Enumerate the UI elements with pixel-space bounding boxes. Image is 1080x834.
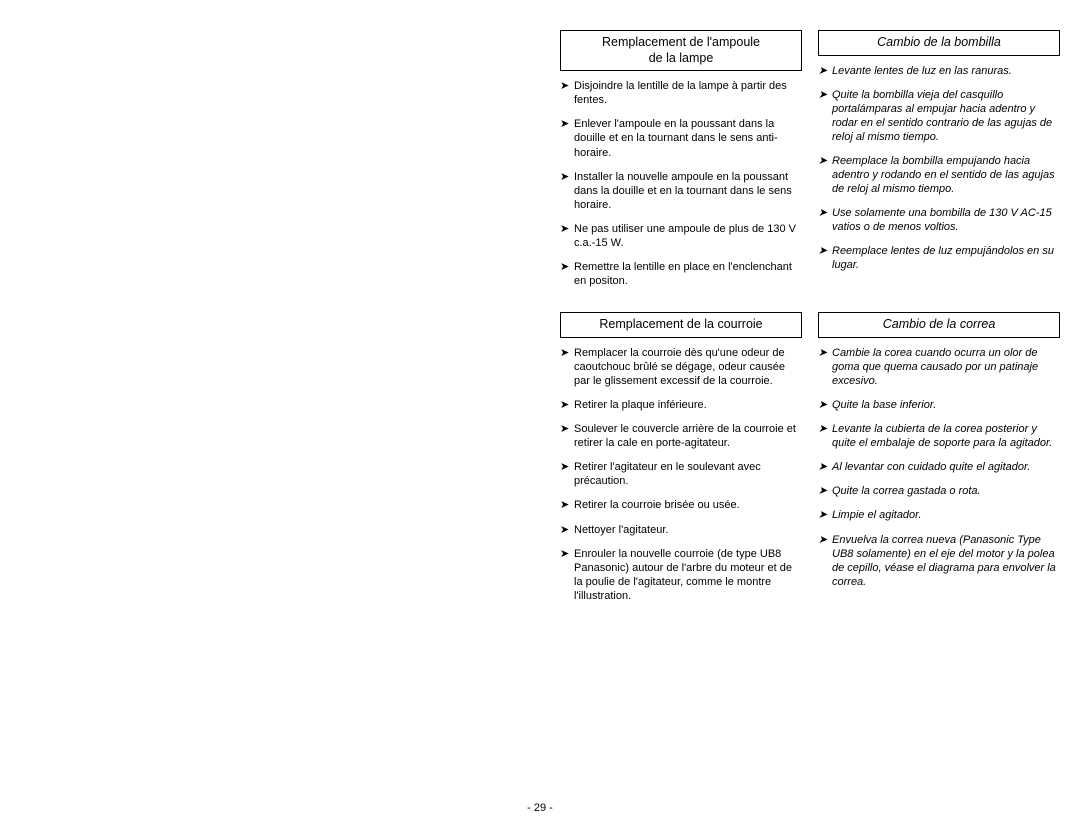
- bullet-arrow-icon: ➤: [818, 484, 832, 498]
- page-number: - 29 -: [0, 802, 1080, 814]
- list-item-text: Nettoyer l'agitateur.: [574, 523, 802, 537]
- bullet-arrow-icon: ➤: [560, 346, 574, 388]
- list-item: ➤Levante lentes de luz en las ranuras.: [818, 64, 1060, 78]
- bullet-arrow-icon: ➤: [818, 346, 832, 388]
- left-column: Remplacement de la courroie➤Remplacer la…: [560, 312, 802, 613]
- bullet-arrow-icon: ➤: [560, 523, 574, 537]
- list-item-text: Reemplace lentes de luz empujándolos en …: [832, 244, 1060, 272]
- list-item-text: Retirer l'agitateur en le soulevant avec…: [574, 460, 802, 488]
- list-item-text: Quite la bombilla vieja del casquillo po…: [832, 88, 1060, 144]
- list-item-text: Retirer la courroie brisée ou usée.: [574, 498, 802, 512]
- bullet-arrow-icon: ➤: [818, 154, 832, 196]
- bullet-arrow-icon: ➤: [818, 64, 832, 78]
- list-item: ➤Reemplace lentes de luz empujándolos en…: [818, 244, 1060, 272]
- section-header: Remplacement de l'ampoulede la lampe: [560, 30, 802, 71]
- list-item-text: Installer la nouvelle ampoule en la pous…: [574, 170, 802, 212]
- section-row: Remplacement de la courroie➤Remplacer la…: [560, 312, 1060, 613]
- list-item: ➤Enlever l'ampoule en la poussant dans l…: [560, 117, 802, 159]
- bullet-arrow-icon: ➤: [560, 398, 574, 412]
- list-item: ➤Retirer la courroie brisée ou usée.: [560, 498, 802, 512]
- list-item: ➤Quite la bombilla vieja del casquillo p…: [818, 88, 1060, 144]
- list-item-text: Levante la cubierta de la corea posterio…: [832, 422, 1060, 450]
- list-item: ➤Envuelva la correa nueva (Panasonic Typ…: [818, 533, 1060, 589]
- list-item-text: Use solamente una bombilla de 130 V AC-1…: [832, 206, 1060, 234]
- list-item: ➤Retirer la plaque inférieure.: [560, 398, 802, 412]
- bullet-arrow-icon: ➤: [560, 460, 574, 488]
- list-item: ➤Limpie el agitador.: [818, 508, 1060, 522]
- bullet-arrow-icon: ➤: [818, 206, 832, 234]
- section-gap: [560, 298, 1060, 312]
- list-item-text: Ne pas utiliser une ampoule de plus de 1…: [574, 222, 802, 250]
- list-item: ➤Quite la correa gastada o rota.: [818, 484, 1060, 498]
- list-item: ➤Cambie la corea cuando ocurra un olor d…: [818, 346, 1060, 388]
- section-header: Cambio de la correa: [818, 312, 1060, 338]
- list-item-text: Remettre la lentille en place en l'encle…: [574, 260, 802, 288]
- list-item-text: Quite la correa gastada o rota.: [832, 484, 1060, 498]
- list-item: ➤Al levantar con cuidado quite el agitad…: [818, 460, 1060, 474]
- list-item-text: Quite la base inferior.: [832, 398, 1060, 412]
- list-item-text: Levante lentes de luz en las ranuras.: [832, 64, 1060, 78]
- bullet-arrow-icon: ➤: [818, 88, 832, 144]
- list-item: ➤Use solamente una bombilla de 130 V AC-…: [818, 206, 1060, 234]
- left-column: Remplacement de l'ampoulede la lampe➤Dis…: [560, 30, 802, 298]
- bullet-arrow-icon: ➤: [560, 498, 574, 512]
- list-item-text: Envuelva la correa nueva (Panasonic Type…: [832, 533, 1060, 589]
- list-item-text: Remplacer la courroie dès qu'une odeur d…: [574, 346, 802, 388]
- list-item: ➤Remettre la lentille en place en l'encl…: [560, 260, 802, 288]
- bullet-arrow-icon: ➤: [560, 117, 574, 159]
- list-item: ➤Soulever le couvercle arrière de la cou…: [560, 422, 802, 450]
- list-item-text: Reemplace la bombilla empujando hacia ad…: [832, 154, 1060, 196]
- list-item: ➤Reemplace la bombilla empujando hacia a…: [818, 154, 1060, 196]
- bullet-arrow-icon: ➤: [818, 508, 832, 522]
- bullet-arrow-icon: ➤: [560, 547, 574, 603]
- bullet-arrow-icon: ➤: [560, 79, 574, 107]
- right-column: Cambio de la correa➤Cambie la corea cuan…: [818, 312, 1060, 613]
- section-header: Cambio de la bombilla: [818, 30, 1060, 56]
- bullet-arrow-icon: ➤: [560, 170, 574, 212]
- bullet-arrow-icon: ➤: [560, 222, 574, 250]
- list-item-text: Retirer la plaque inférieure.: [574, 398, 802, 412]
- bullet-arrow-icon: ➤: [560, 260, 574, 288]
- list-item: ➤Quite la base inferior.: [818, 398, 1060, 412]
- bullet-arrow-icon: ➤: [818, 398, 832, 412]
- right-page-content: Remplacement de l'ampoulede la lampe➤Dis…: [560, 30, 1060, 613]
- list-item: ➤Installer la nouvelle ampoule en la pou…: [560, 170, 802, 212]
- list-item: ➤Nettoyer l'agitateur.: [560, 523, 802, 537]
- list-item-text: Al levantar con cuidado quite el agitado…: [832, 460, 1060, 474]
- list-item: ➤Enrouler la nouvelle courroie (de type …: [560, 547, 802, 603]
- section-header: Remplacement de la courroie: [560, 312, 802, 338]
- list-item: ➤Ne pas utiliser une ampoule de plus de …: [560, 222, 802, 250]
- list-item-text: Soulever le couvercle arrière de la cour…: [574, 422, 802, 450]
- list-item: ➤Remplacer la courroie dès qu'une odeur …: [560, 346, 802, 388]
- bullet-arrow-icon: ➤: [818, 533, 832, 589]
- section-row: Remplacement de l'ampoulede la lampe➤Dis…: [560, 30, 1060, 298]
- bullet-arrow-icon: ➤: [818, 422, 832, 450]
- list-item: ➤Levante la cubierta de la corea posteri…: [818, 422, 1060, 450]
- list-item-text: Enrouler la nouvelle courroie (de type U…: [574, 547, 802, 603]
- list-item-text: Limpie el agitador.: [832, 508, 1060, 522]
- list-item: ➤Retirer l'agitateur en le soulevant ave…: [560, 460, 802, 488]
- list-item-text: Cambie la corea cuando ocurra un olor de…: [832, 346, 1060, 388]
- list-item: ➤Disjoindre la lentille de la lampe à pa…: [560, 79, 802, 107]
- bullet-arrow-icon: ➤: [818, 460, 832, 474]
- manual-page: Remplacement de l'ampoulede la lampe➤Dis…: [0, 0, 1080, 834]
- bullet-arrow-icon: ➤: [818, 244, 832, 272]
- list-item-text: Enlever l'ampoule en la poussant dans la…: [574, 117, 802, 159]
- right-column: Cambio de la bombilla➤Levante lentes de …: [818, 30, 1060, 298]
- bullet-arrow-icon: ➤: [560, 422, 574, 450]
- list-item-text: Disjoindre la lentille de la lampe à par…: [574, 79, 802, 107]
